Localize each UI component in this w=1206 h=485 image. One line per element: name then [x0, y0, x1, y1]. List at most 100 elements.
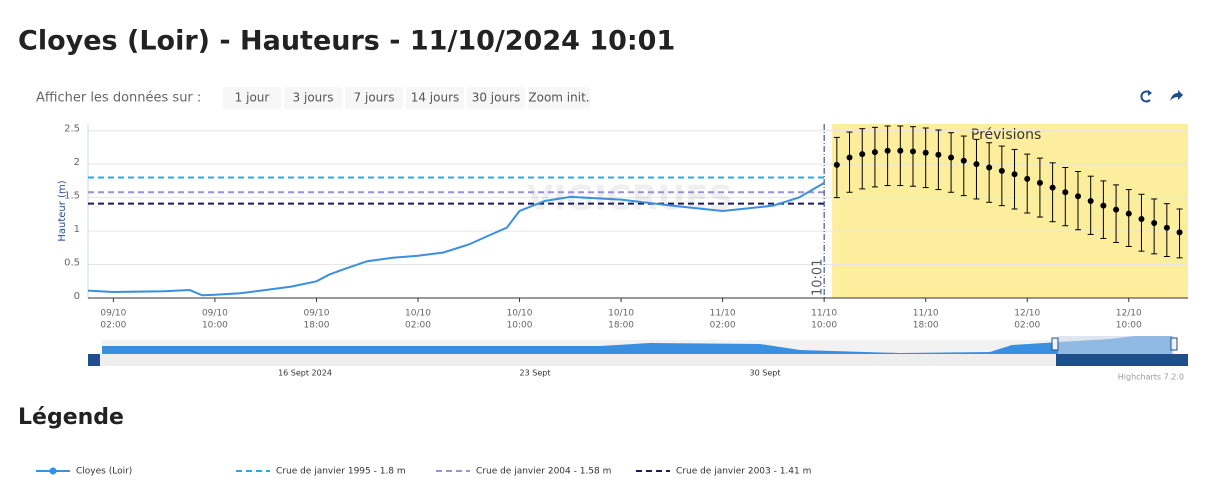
x-tick-time: 02:00 — [100, 321, 126, 331]
x-tick-date: 11/10 — [811, 309, 837, 319]
forecast-point — [998, 167, 1005, 174]
forecast-point — [948, 154, 955, 161]
navigator-handle[interactable] — [1170, 337, 1178, 351]
forecast-point — [960, 157, 967, 164]
forecast-point — [910, 148, 916, 155]
refresh-icon[interactable] — [1140, 90, 1152, 103]
legend-title: Légende — [18, 405, 124, 430]
credits: Highcharts 7.2.0 — [1118, 373, 1184, 382]
range-button[interactable]: Zoom init. — [528, 87, 590, 109]
legend-marker — [49, 467, 57, 475]
forecast-point — [935, 151, 942, 158]
x-tick-time: 02:00 — [405, 321, 431, 331]
button-bg — [528, 87, 590, 109]
button-bg — [345, 87, 403, 109]
x-tick-date: 10/10 — [608, 309, 634, 319]
forecast-point — [1176, 229, 1183, 236]
legend-label: Crue de janvier 2003 - 1.41 m — [676, 467, 811, 477]
button-label: 30 jours — [472, 91, 521, 105]
forecast-point — [1151, 220, 1158, 227]
button-bg — [223, 87, 281, 109]
legend-label: Cloyes (Loir) — [76, 467, 132, 477]
x-tick-time: 18:00 — [608, 321, 634, 331]
forecast-label: Prévisions — [971, 127, 1041, 143]
x-tick-time: 02:00 — [1014, 321, 1040, 331]
scroll-left[interactable] — [88, 354, 100, 366]
range-button[interactable]: 1 jour — [223, 87, 281, 109]
navigator-area — [102, 336, 1172, 358]
x-tick-date: 09/10 — [100, 309, 126, 319]
x-tick-time: 18:00 — [913, 321, 939, 331]
x-tick-date: 10/10 — [507, 309, 533, 319]
y-tick-label: 2 — [74, 157, 80, 168]
forecast-point — [1024, 175, 1031, 182]
forecast-point — [897, 147, 904, 154]
scroll-thumb[interactable] — [1056, 354, 1176, 366]
button-bg — [284, 87, 342, 109]
range-button[interactable]: 7 jours — [345, 87, 403, 109]
navigator-handle[interactable] — [1051, 337, 1059, 351]
y-tick-label: 2.5 — [64, 124, 80, 135]
button-bg — [467, 87, 525, 109]
button-label: Zoom init. — [528, 91, 589, 105]
x-tick-time: 18:00 — [303, 321, 329, 331]
forecast-point — [1087, 197, 1094, 204]
navigator-mask[interactable] — [1058, 336, 1174, 356]
x-tick-time: 10:00 — [507, 321, 533, 331]
forecast-point — [1100, 202, 1107, 209]
forecast-point — [833, 161, 840, 168]
share-icon[interactable] — [1170, 90, 1183, 101]
y-tick-label: 1 — [74, 224, 80, 235]
forecast-point — [884, 147, 891, 154]
button-label: 7 jours — [354, 91, 395, 105]
forecast-point — [922, 149, 929, 156]
legend-label: Crue de janvier 1995 - 1.8 m — [276, 467, 406, 477]
forecast-point — [1049, 184, 1056, 191]
x-tick-date: 11/10 — [710, 309, 736, 319]
forecast-point — [1125, 210, 1132, 217]
x-tick-date: 10/10 — [405, 309, 431, 319]
navigator-label: 23 Sept — [520, 369, 551, 378]
forecast-point — [1036, 179, 1043, 186]
range-button[interactable]: 14 jours — [406, 87, 464, 109]
forecast-point — [1163, 224, 1170, 231]
x-tick-date: 12/10 — [1116, 309, 1142, 319]
forecast-point — [1138, 216, 1145, 223]
page-title: Cloyes (Loir) - Hauteurs - 11/10/2024 10… — [18, 26, 675, 57]
navigator-label: 16 Sept 2024 — [278, 369, 332, 378]
button-label: 14 jours — [411, 91, 460, 105]
x-tick-time: 10:00 — [1116, 321, 1142, 331]
forecast-point — [1075, 193, 1081, 200]
now-label: 10:01 — [811, 259, 826, 296]
forecast-point — [859, 151, 866, 158]
scrollbar[interactable] — [88, 354, 1188, 366]
forecast-point — [1062, 189, 1069, 196]
legend-label: Crue de janvier 2004 - 1.58 m — [476, 467, 611, 477]
x-tick-time: 10:00 — [202, 321, 228, 331]
scroll-right[interactable] — [1176, 354, 1188, 366]
button-label: 1 jour — [235, 91, 270, 105]
x-tick-date: 09/10 — [202, 309, 228, 319]
forecast-point — [846, 154, 853, 161]
y-axis-title: Hauteur (m) — [57, 180, 68, 241]
forecast-point — [986, 164, 993, 171]
x-tick-time: 02:00 — [710, 321, 736, 331]
x-tick-date: 12/10 — [1014, 309, 1040, 319]
range-button[interactable]: 3 jours — [284, 87, 342, 109]
forecast-point — [1011, 171, 1018, 178]
y-tick-label: 1.5 — [64, 191, 80, 202]
forecast-point — [1113, 206, 1120, 213]
navigator-label: 30 Sept — [750, 369, 781, 378]
series-line — [87, 182, 825, 297]
y-tick-label: 0.5 — [64, 258, 80, 269]
forecast-point — [973, 161, 980, 168]
x-tick-date: 09/10 — [303, 309, 329, 319]
x-tick-time: 10:00 — [811, 321, 837, 331]
button-bg — [406, 87, 464, 109]
y-tick-label: 0 — [74, 291, 80, 302]
button-label: 3 jours — [293, 91, 334, 105]
x-tick-date: 11/10 — [913, 309, 939, 319]
range-button[interactable]: 30 jours — [467, 87, 525, 109]
